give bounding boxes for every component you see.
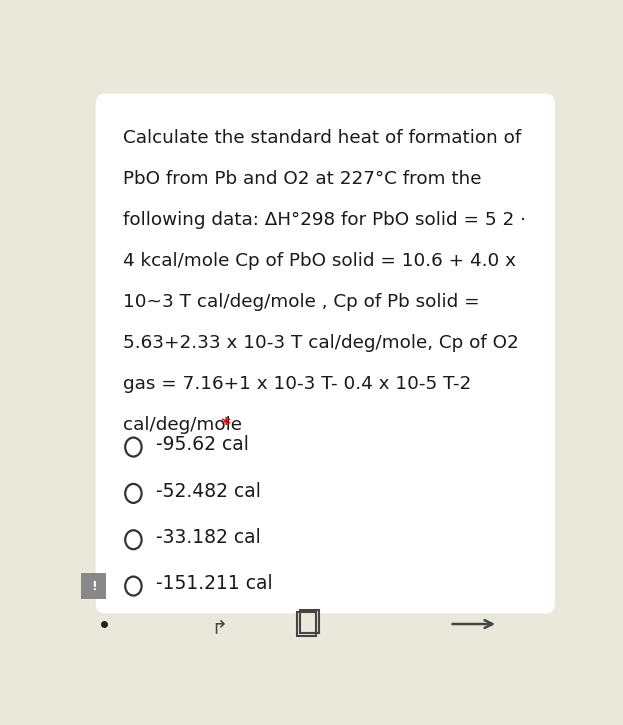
Text: -33.182 cal: -33.182 cal — [156, 528, 261, 547]
Text: 4 kcal/mole Cp of PbO solid = 10.6 + 4.0 x: 4 kcal/mole Cp of PbO solid = 10.6 + 4.0… — [123, 252, 516, 270]
Text: -52.482 cal: -52.482 cal — [156, 481, 261, 501]
Text: cal/deg/mole: cal/deg/mole — [123, 416, 242, 434]
FancyBboxPatch shape — [300, 610, 320, 633]
Text: !: ! — [91, 579, 97, 592]
Text: following data: ΔH°298 for PbO solid = 5 2 ·: following data: ΔH°298 for PbO solid = 5… — [123, 211, 526, 229]
Text: ↲: ↲ — [205, 613, 221, 632]
Text: 10~3 T cal/deg/mole , Cp of Pb solid =: 10~3 T cal/deg/mole , Cp of Pb solid = — [123, 293, 480, 311]
Text: -151.211 cal: -151.211 cal — [156, 574, 273, 593]
Text: PbO from Pb and O2 at 227°C from the: PbO from Pb and O2 at 227°C from the — [123, 170, 482, 188]
Text: *: * — [216, 416, 231, 434]
FancyBboxPatch shape — [96, 94, 555, 613]
FancyBboxPatch shape — [81, 573, 107, 599]
Text: -95.62 cal: -95.62 cal — [156, 435, 249, 455]
Text: gas = 7.16+1 x 10-3 T- 0.4 x 10-5 T-2: gas = 7.16+1 x 10-3 T- 0.4 x 10-5 T-2 — [123, 375, 471, 393]
Text: 5.63+2.33 x 10-3 T cal/deg/mole, Cp of O2: 5.63+2.33 x 10-3 T cal/deg/mole, Cp of O… — [123, 334, 518, 352]
Text: Calculate the standard heat of formation of: Calculate the standard heat of formation… — [123, 129, 521, 147]
